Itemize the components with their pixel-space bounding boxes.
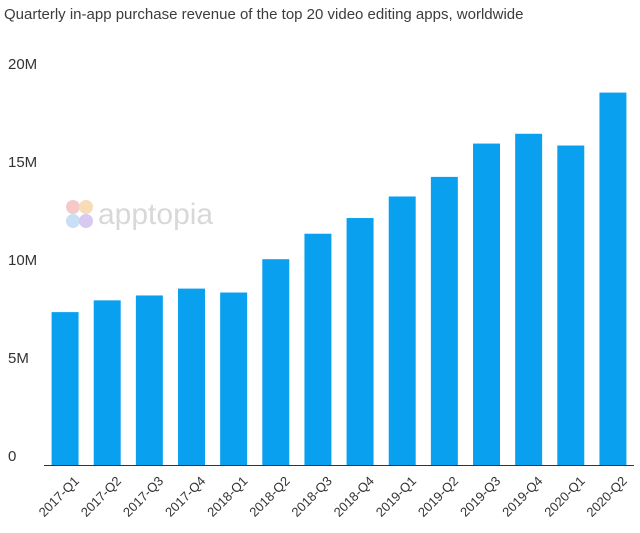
bar-2017-Q2 (93, 300, 121, 465)
bar-2019-Q4 (515, 133, 543, 465)
x-tick-label: 2017-Q2 (78, 473, 124, 519)
x-tick-label: 2017-Q1 (36, 473, 82, 519)
bars (51, 92, 627, 466)
y-tick-label: 5M (8, 350, 29, 367)
bar-2017-Q4 (178, 288, 205, 465)
y-tick-label: 20M (8, 56, 37, 73)
bar-2020-Q1 (557, 145, 585, 465)
x-tick-label: 2018-Q4 (331, 473, 377, 519)
x-tick-label: 2019-Q1 (373, 473, 419, 519)
x-tick-label: 2018-Q3 (288, 473, 334, 519)
bar-2018-Q2 (262, 259, 290, 465)
x-tick-label: 2020-Q2 (583, 473, 629, 519)
y-tick-label: 15M (8, 154, 37, 171)
bar-2020-Q2 (599, 92, 627, 465)
watermark-text: apptopia (98, 198, 213, 231)
x-tick-label: 2020-Q1 (541, 473, 587, 519)
x-tick-label: 2017-Q4 (162, 473, 208, 519)
x-tick-label: 2018-Q1 (204, 473, 250, 519)
chart-title: Quarterly in-app purchase revenue of the… (4, 6, 524, 23)
x-tick-label: 2019-Q2 (415, 473, 461, 519)
x-tick-label: 2019-Q3 (457, 473, 503, 519)
bar-2017-Q1 (51, 312, 79, 465)
x-tick-label: 2018-Q2 (246, 473, 292, 519)
bar-2018-Q4 (346, 218, 374, 465)
x-tick-label: 2019-Q4 (499, 473, 545, 519)
apptopia-logo-icon (66, 200, 93, 228)
bar-2019-Q3 (473, 143, 500, 465)
y-tick-label: 10M (8, 252, 37, 269)
y-tick-label: 0 (8, 448, 16, 465)
bar-2018-Q3 (304, 233, 332, 465)
bar-2019-Q1 (388, 196, 416, 466)
bar-2019-Q2 (430, 176, 458, 465)
bar-2017-Q3 (135, 295, 163, 465)
x-tick-label: 2017-Q3 (120, 473, 166, 519)
x-axis: 2017-Q12017-Q22017-Q32017-Q42018-Q12018-… (36, 473, 630, 519)
apptopia-watermark: apptopia (66, 198, 213, 231)
y-axis: 0 5M 10M 15M 20M (8, 56, 37, 465)
bar-2018-Q1 (220, 292, 248, 465)
